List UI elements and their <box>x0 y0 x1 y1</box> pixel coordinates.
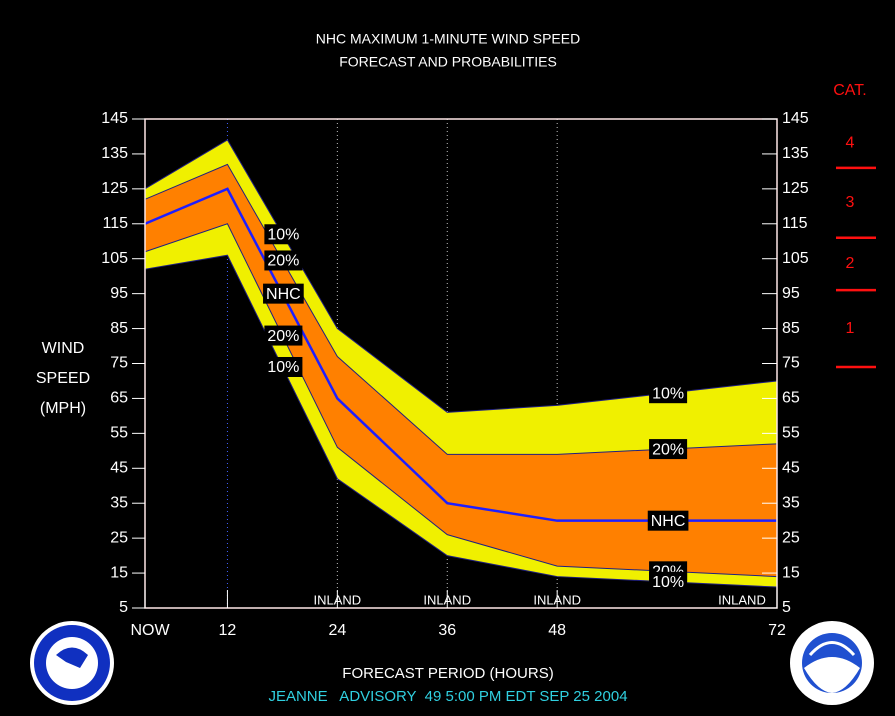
y-tick-label: 145 <box>101 110 128 127</box>
noaa-logo <box>790 621 874 705</box>
y-tick-label-right: 85 <box>782 320 800 337</box>
y-tick-label: 15 <box>110 564 128 581</box>
y-tick-label: 125 <box>101 180 128 197</box>
band-edge <box>144 223 778 578</box>
chart-title: NHC MAXIMUM 1-MINUTE WIND SPEED <box>316 31 580 47</box>
y-tick-label: 75 <box>110 355 128 372</box>
band-edge <box>144 163 778 455</box>
y-tick-label-right: 5 <box>782 599 791 616</box>
series-label: 20% <box>652 441 684 458</box>
series-label-box <box>649 383 688 404</box>
y-tick-label: 135 <box>101 145 128 162</box>
y-axis-label: SPEED <box>36 370 90 387</box>
y-tick-label: 65 <box>110 390 128 407</box>
series-label-box <box>264 325 303 346</box>
x-tick-label: 12 <box>219 622 237 639</box>
y-tick-label-right: 145 <box>782 110 809 127</box>
x-tick-label: 72 <box>768 622 786 639</box>
y-tick-label-right: 25 <box>782 529 800 546</box>
y-tick-label-right: 15 <box>782 564 800 581</box>
series-label-box <box>264 224 303 245</box>
y-tick-label-right: 135 <box>782 145 809 162</box>
nws-logo <box>30 621 114 705</box>
inland-label: INLAND <box>718 592 766 607</box>
x-axis-label: FORECAST PERIOD (HOURS) <box>342 665 553 682</box>
category-label: 4 <box>846 135 855 152</box>
x-tick-label: NOW <box>130 622 170 639</box>
y-tick-label: 95 <box>110 285 128 302</box>
category-label: 1 <box>846 320 855 337</box>
chart-subtitle: FORECAST AND PROBABILITIES <box>339 54 557 70</box>
series-label-box <box>649 571 688 592</box>
y-axis-label: WIND <box>42 340 85 357</box>
y-tick-label-right: 125 <box>782 180 809 197</box>
y-tick-label: 105 <box>101 250 128 267</box>
series-label-box <box>263 283 304 304</box>
category-label: 3 <box>846 194 855 211</box>
y-tick-label: 115 <box>102 215 128 232</box>
series-label-box <box>647 510 689 531</box>
y-axis-label: (MPH) <box>40 400 86 417</box>
y-tick-label-right: 65 <box>782 390 800 407</box>
x-tick-label: 24 <box>328 622 346 639</box>
y-tick-label-right: 45 <box>782 460 800 477</box>
category-label: 2 <box>846 255 855 272</box>
inland-label: INLAND <box>423 592 471 607</box>
series-label: 20% <box>267 328 299 345</box>
series-label: 10% <box>267 226 299 243</box>
band-fill <box>145 164 777 577</box>
band-edge <box>144 254 778 588</box>
y-tick-label-right: 115 <box>782 215 808 232</box>
y-tick-label: 85 <box>110 320 128 337</box>
footer: JEANNE ADVISORY 49 5:00 PM EDT SEP 25 20… <box>268 688 627 705</box>
x-tick-label: 36 <box>438 622 456 639</box>
series-label: NHC <box>651 513 686 530</box>
y-tick-label: 55 <box>110 425 128 442</box>
y-tick-label: 45 <box>110 460 128 477</box>
y-tick-label-right: 105 <box>782 250 809 267</box>
series-label: 10% <box>652 385 684 402</box>
series-label-box <box>264 356 303 377</box>
series-label: NHC <box>266 286 301 303</box>
category-title: CAT. <box>833 82 866 99</box>
y-tick-label-right: 95 <box>782 285 800 302</box>
series-label: 10% <box>267 359 299 376</box>
y-tick-label-right: 75 <box>782 355 800 372</box>
inland-label: INLAND <box>314 592 362 607</box>
forecast-line <box>144 187 777 522</box>
band-edge <box>144 139 778 413</box>
y-tick-label-right: 55 <box>782 425 800 442</box>
series-label: 10% <box>652 574 684 591</box>
inland-label: INLAND <box>533 592 581 607</box>
y-tick-label: 35 <box>110 494 128 511</box>
series-label-box <box>649 439 688 460</box>
y-tick-label: 25 <box>110 529 128 546</box>
series-label: 20% <box>267 253 299 270</box>
x-tick-label: 48 <box>548 622 566 639</box>
y-tick-label: 5 <box>119 599 128 616</box>
y-tick-label-right: 35 <box>782 494 800 511</box>
series-label-box <box>264 250 303 271</box>
